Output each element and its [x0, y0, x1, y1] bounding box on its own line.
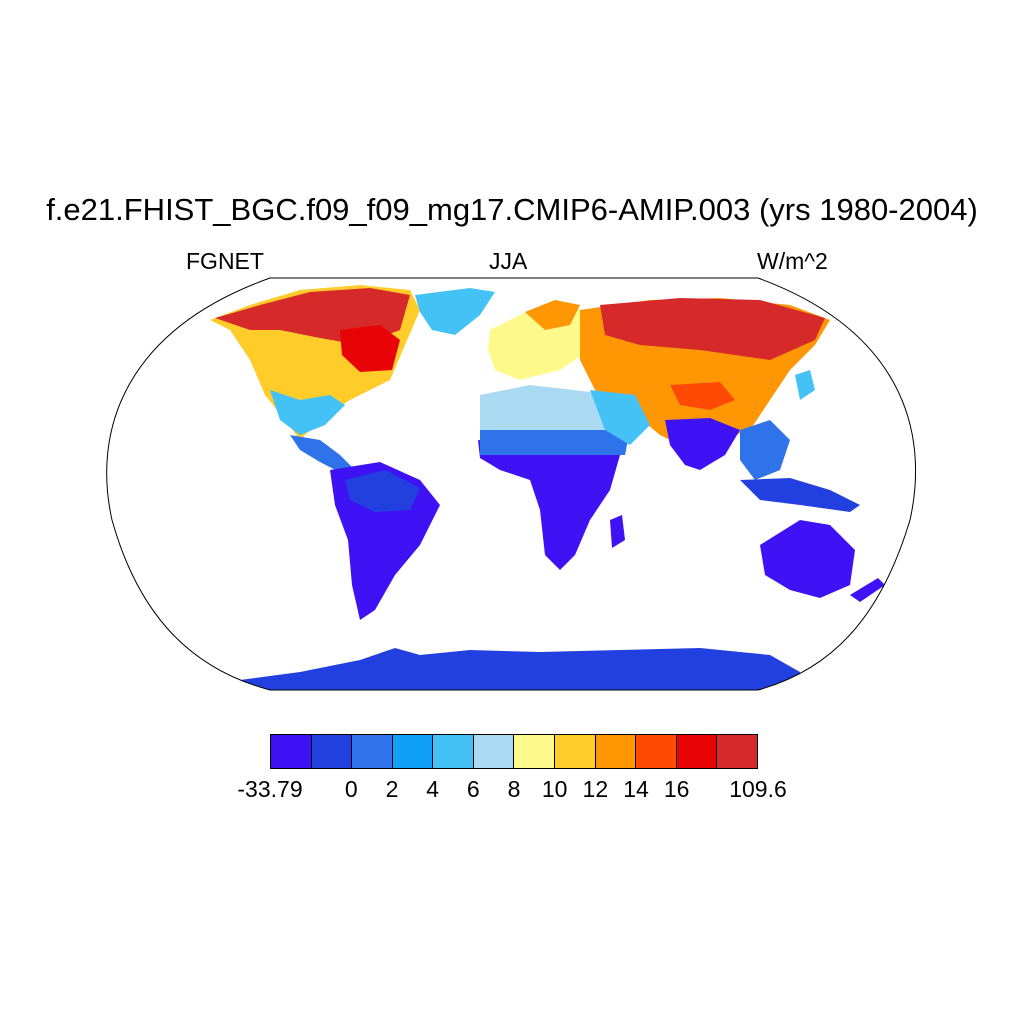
colorbar-tick-label: 4 [426, 776, 440, 802]
new-zealand [850, 578, 885, 602]
variable-label: FGNET [186, 248, 264, 274]
sahel [480, 430, 630, 455]
colorbar-box [676, 735, 718, 768]
colorbar-box [271, 735, 312, 768]
plot-title: f.e21.FHIST_BGC.f09_f09_mg17.CMIP6-AMIP.… [46, 192, 978, 227]
us-east [270, 390, 345, 435]
colorbar [270, 734, 758, 769]
japan [795, 370, 815, 400]
season-label: JJA [489, 248, 528, 274]
africa [478, 440, 620, 570]
colorbar-box [514, 735, 556, 768]
madagascar [610, 515, 625, 548]
colorbar-box [392, 735, 434, 768]
siberia [600, 298, 825, 360]
colorbar-tick-label: 10 [541, 776, 568, 802]
colorbar-box [555, 735, 596, 768]
central-america [290, 435, 355, 475]
colorbar-box [636, 735, 677, 768]
colorbar-box [717, 735, 757, 768]
scandinavia [525, 300, 580, 330]
hudson-region [340, 325, 400, 372]
globe-outline [106, 277, 916, 691]
units-label: W/m^2 [757, 248, 828, 274]
greenland [415, 288, 495, 335]
colorbar-box [473, 735, 515, 768]
middle-east [590, 390, 650, 445]
antarctica [240, 648, 800, 690]
colorbar-tick-label: -33.79 [237, 776, 303, 802]
colorbar-box [352, 735, 393, 768]
amazon [345, 470, 420, 512]
colorbar-tick-label: 0 [344, 776, 358, 802]
colorbar-tick-label: 8 [507, 776, 521, 802]
colorbar-tick-label: 12 [582, 776, 609, 802]
colorbar-tick-label: 14 [623, 776, 649, 802]
indonesia [740, 478, 860, 512]
tibet [670, 382, 735, 410]
southeast-asia [740, 420, 790, 480]
colorbar-tick-label: 16 [663, 776, 690, 802]
colorbar-tick-label: 2 [385, 776, 399, 802]
south-asia [665, 418, 740, 470]
australia [760, 520, 855, 598]
colorbar-box [311, 735, 353, 768]
colorbar-box [433, 735, 474, 768]
colorbar-tick-label: 6 [466, 776, 480, 802]
colorbar-labels: -33.79 0 2 4 6 8 10 12 14 16 109.6 [0, 776, 1024, 806]
colorbar-tick-label: 109.6 [729, 776, 787, 802]
europe [488, 305, 600, 380]
colorbar-box [595, 735, 637, 768]
